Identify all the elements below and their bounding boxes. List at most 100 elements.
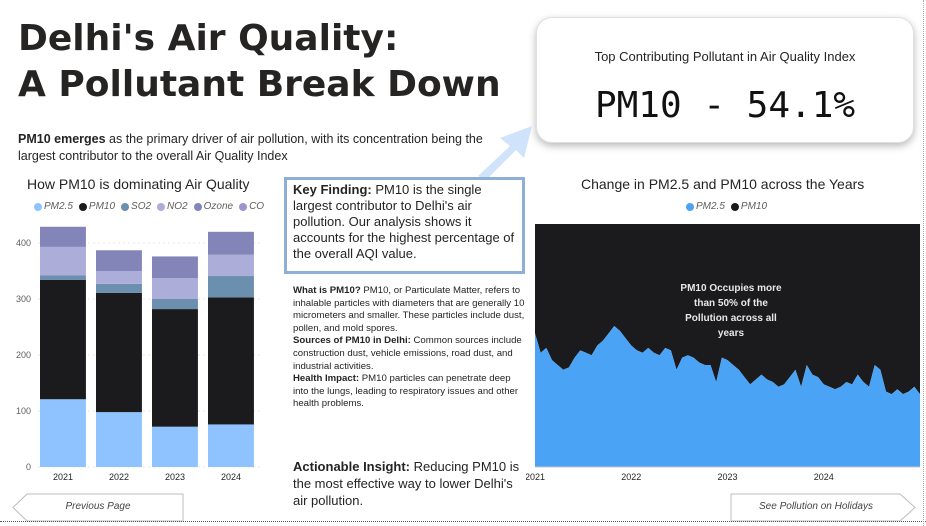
bar-legend-dot-ozone xyxy=(193,202,202,211)
bar-segment-so2-2024[interactable] xyxy=(208,276,254,298)
key-finding-bold: Key Finding: xyxy=(293,182,372,197)
area-x-tick-label: 2022 xyxy=(621,472,641,482)
bar-y-tick-label: 200 xyxy=(16,350,31,360)
previous-page-button[interactable]: Previous Page xyxy=(12,493,184,522)
sources-pm10: Sources of PM10 in Delhi: Common sources… xyxy=(293,335,525,373)
actionable-bold: Actionable Insight: xyxy=(293,459,410,474)
area-x-tick-label: 2023 xyxy=(717,472,737,482)
see-pollution-holidays-button[interactable]: See Pollution on Holidays xyxy=(730,493,916,522)
bar-legend-dot-so2 xyxy=(121,202,130,211)
area-legend-label-pm2-5: PM2.5 xyxy=(696,201,725,212)
bar-legend-dot-no2 xyxy=(157,202,166,211)
bar-legend-item-co[interactable]: CO xyxy=(239,201,264,212)
bar-segment-pm10-2023[interactable] xyxy=(152,309,198,427)
title-line-1: Delhi's Air Quality: xyxy=(18,18,399,59)
bar-segment-ozone-2023[interactable] xyxy=(152,256,198,279)
see-pollution-holidays-label: See Pollution on Holidays xyxy=(759,501,873,512)
area-annotation: PM10 Occupies more than 50% of the Polluti… xyxy=(680,283,782,339)
kpi-value: PM10 - 54.1% xyxy=(594,85,856,126)
what-bold: What is PM10? xyxy=(293,285,361,296)
bar-x-tick-label: 2023 xyxy=(165,472,185,482)
what-text: PM10, or Particulate Matter, refers to i… xyxy=(293,285,525,334)
area-chart: 2021 2022 2023 2024 PM10 Occupies more than 5… xyxy=(526,224,920,482)
area-x-tick-label: 2024 xyxy=(814,472,834,482)
title-line-2: A Pollutant Break Down xyxy=(18,64,501,105)
bar-segment-pm2-5-2024[interactable] xyxy=(208,424,254,467)
pm10-info: What is PM10? PM10, or Particulate Matte… xyxy=(293,285,525,411)
bar-legend-label-co: CO xyxy=(249,201,265,212)
bar-x-tick-label: 2022 xyxy=(109,472,129,482)
arrow-up-right-icon xyxy=(478,126,532,180)
bar-segment-ozone-2021[interactable] xyxy=(40,226,86,247)
page-border-bottom xyxy=(0,521,926,522)
bar-legend-label-so2: SO2 xyxy=(131,201,152,212)
bar-y-tick-label: 300 xyxy=(16,294,31,304)
bar-segment-pm2-5-2023[interactable] xyxy=(152,426,198,467)
area-legend-dot-pm10 xyxy=(730,202,739,211)
bar-y-tick-label: 100 xyxy=(16,406,31,416)
sources-bold: Sources of PM10 in Delhi: xyxy=(293,335,411,347)
bar-segment-so2-2023[interactable] xyxy=(152,299,198,310)
health-impact: Health Impact: PM10 particles can penetr… xyxy=(293,373,525,411)
area-legend-label-pm10: PM10 xyxy=(740,201,768,212)
key-finding-box: Key Finding: PM10 is the single largest … xyxy=(284,177,525,274)
right-chevron-shape-icon xyxy=(730,493,916,522)
bar-legend-dot-pm2-5 xyxy=(34,202,42,211)
bar-chart: 0 100 200 300 400 2021 2022 2023 2024 xyxy=(16,226,262,482)
bar-legend-item-pm10[interactable]: PM10 xyxy=(78,201,116,212)
kpi-label: Top Contributing Pollutant in Air Qualit… xyxy=(594,49,856,64)
bar-legend-item-so2[interactable]: SO2 xyxy=(121,201,151,212)
sources-text: Common sources include construction dust… xyxy=(293,335,522,372)
bar-chart-legend: PM2.5 PM10 SO2 NO2 Ozone CO xyxy=(34,201,270,212)
bar-legend-item-no2[interactable]: NO2 xyxy=(157,201,188,212)
area-chart-legend: PM2.5 PM10 xyxy=(686,201,773,212)
bar-segment-no2-2023[interactable] xyxy=(152,278,198,299)
area-series-pm25[interactable] xyxy=(535,326,920,467)
actionable-insight: Actionable Insight: Reducing PM10 is the… xyxy=(293,458,523,509)
actionable-text: Reducing PM10 is the most effective way … xyxy=(293,459,520,508)
intro-rest: as the primary driver of air pollution, … xyxy=(18,132,483,163)
bar-segment-ozone-2024[interactable] xyxy=(208,231,254,255)
page-title: Delhi's Air Quality: A Pollutant Break D… xyxy=(18,16,518,108)
bar-legend-label-ozone: Ozone xyxy=(203,201,234,212)
bar-legend-item-pm2-5[interactable]: PM2.5 xyxy=(34,201,73,212)
bar-segment-no2-2021[interactable] xyxy=(40,246,86,276)
bar-legend-dot-pm10 xyxy=(78,202,87,211)
bar-segment-so2-2021[interactable] xyxy=(40,275,86,280)
area-x-tick-label: 2021 xyxy=(526,472,545,482)
bar-segment-no2-2024[interactable] xyxy=(208,254,254,277)
area-legend-item-pm2-5[interactable]: PM2.5 xyxy=(686,201,725,212)
left-chevron-shape-icon xyxy=(12,493,184,522)
health-bold: Health Impact: xyxy=(293,373,360,385)
bar-segment-pm2-5-2021[interactable] xyxy=(40,399,86,467)
area-series-pm10[interactable] xyxy=(535,224,920,395)
bar-segment-pm10-2022[interactable] xyxy=(96,292,142,413)
bar-segment-pm10-2024[interactable] xyxy=(208,297,254,425)
area-chart-title: Change in PM2.5 and PM10 across the Year… xyxy=(581,176,865,192)
page-border-right xyxy=(923,0,924,526)
key-finding-text: PM10 is the single largest contributor t… xyxy=(293,182,515,261)
health-text: PM10 particles can penetrate deep into t… xyxy=(293,373,519,410)
bar-x-tick-label: 2021 xyxy=(53,472,73,482)
bar-segment-pm10-2021[interactable] xyxy=(40,279,86,400)
bar-segment-no2-2022[interactable] xyxy=(96,271,142,284)
bar-y-tick-label: 0 xyxy=(26,462,31,472)
kpi-card: Top Contributing Pollutant in Air Qualit… xyxy=(536,17,914,143)
bar-segment-so2-2022[interactable] xyxy=(96,283,142,293)
intro-bold: PM10 emerges xyxy=(18,132,106,146)
bar-legend-dot-co xyxy=(239,202,248,211)
area-legend-item-pm10[interactable]: PM10 xyxy=(730,201,768,212)
intro-text: PM10 emerges as the primary driver of ai… xyxy=(18,131,518,165)
bar-segment-ozone-2022[interactable] xyxy=(96,250,142,271)
area-legend-dot-pm2-5 xyxy=(686,202,694,211)
bar-segment-pm2-5-2022[interactable] xyxy=(96,412,142,467)
what-is-pm10: What is PM10? PM10, or Particulate Matte… xyxy=(293,285,525,335)
bar-y-tick-label: 400 xyxy=(16,238,31,248)
bar-legend-label-no2: NO2 xyxy=(167,201,188,212)
bar-legend-label-pm2-5: PM2.5 xyxy=(44,201,73,212)
bar-legend-label-pm10: PM10 xyxy=(88,201,116,212)
bar-chart-title: How PM10 is dominating Air Quality xyxy=(27,176,250,192)
bar-legend-item-ozone[interactable]: Ozone xyxy=(193,201,234,212)
previous-page-label: Previous Page xyxy=(65,501,131,512)
bar-x-tick-label: 2024 xyxy=(221,472,241,482)
